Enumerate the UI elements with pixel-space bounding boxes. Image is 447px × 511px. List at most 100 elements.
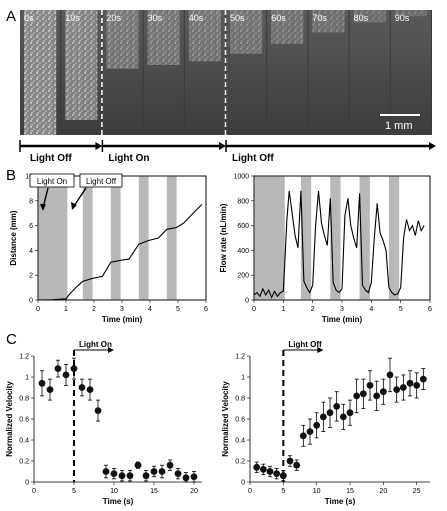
- x-tick-label: 25: [413, 488, 421, 495]
- frame-time-label: 70s: [312, 13, 327, 23]
- frame-tissue-5: [230, 10, 263, 54]
- data-point: [419, 375, 427, 383]
- y-tick-label: 0.2: [235, 459, 245, 466]
- x-axis-title: Time (s): [103, 497, 134, 506]
- x-tick-label: 10: [110, 488, 118, 495]
- x-tick-label: 5: [176, 306, 180, 313]
- y-tick-label: 1: [241, 375, 245, 382]
- frame-time-label: 50s: [230, 13, 245, 23]
- plot-frame-top: [253, 175, 431, 301]
- y-tick-label: 0: [25, 480, 29, 487]
- data-point: [333, 403, 341, 410]
- data-point: [373, 392, 381, 400]
- panel-a-label: A: [6, 8, 16, 25]
- panel-b-label: B: [6, 167, 16, 184]
- data-point: [366, 382, 374, 389]
- y-tick-label: 1000: [233, 174, 249, 181]
- phase-label: Light Off: [232, 153, 274, 164]
- frame-tissue-1: [65, 10, 98, 120]
- event-label: Light Off: [288, 340, 322, 349]
- x-tick-label: 6: [204, 306, 208, 313]
- data-point: [54, 365, 62, 372]
- x-tick-label: 6: [428, 306, 432, 313]
- flow-rate-chart: 0 1 2 3 4 5 6 0 200 400 600 800 1000 Time (min) Flow r…: [219, 174, 432, 325]
- y-tick-label: 0.8: [235, 396, 245, 403]
- y-axis-title: Flow rate (nL/min): [219, 203, 228, 272]
- x-tick-label: 20: [190, 488, 198, 495]
- frame-time-label: 80s: [354, 13, 369, 23]
- data-point: [78, 384, 86, 391]
- frame-time-label: 60s: [271, 13, 286, 23]
- x-tick-label: 5: [399, 306, 403, 313]
- y-tick-label: 10: [25, 174, 33, 181]
- y-axis-title: Distance (mm): [9, 210, 18, 265]
- light-off-band: [388, 176, 400, 300]
- flow-rate-series: [253, 190, 425, 299]
- data-point: [319, 413, 327, 421]
- frame-tissue-8: [353, 10, 386, 23]
- frame-time-label: 10s: [65, 13, 80, 23]
- y-tick-label: 0.4: [235, 438, 245, 445]
- frame-tissue-2: [106, 10, 139, 69]
- light-off-band: [254, 176, 285, 300]
- data-point: [166, 461, 174, 469]
- data-point: [174, 470, 182, 477]
- data-point: [190, 473, 198, 481]
- frame-tissue-6: [271, 10, 304, 44]
- frame-time-label: 30s: [148, 13, 163, 23]
- data-point: [286, 457, 294, 465]
- x-tick-label: 5: [72, 488, 76, 495]
- x-tick-label: 0: [32, 488, 36, 495]
- light-off-band: [38, 176, 68, 300]
- data-point: [134, 461, 142, 469]
- data-point: [182, 474, 190, 482]
- distance-chart: 0 1 2 3 4 5 6 0 2 4 6 8 10 Time (min) Distance (mm) Lig…: [9, 174, 208, 325]
- y-tick-label: 1.2: [19, 354, 29, 361]
- frame-8: [349, 10, 390, 135]
- x-tick-label: 2: [311, 306, 315, 313]
- x-tick-label: 20: [379, 488, 387, 495]
- data-point: [253, 463, 261, 471]
- y-tick-label: 0.4: [19, 438, 29, 445]
- data-point: [299, 432, 307, 440]
- y-axis-title: Normalized Velocity: [5, 381, 14, 457]
- callout-light-on: Light On: [37, 177, 67, 186]
- light-off-band: [82, 176, 93, 300]
- frame-tissue-9: [394, 10, 427, 17]
- data-point: [94, 407, 102, 414]
- callout-arrow: [73, 187, 87, 207]
- data-point: [110, 470, 118, 477]
- y-tick-label: 0.8: [19, 396, 29, 403]
- x-axis-title: Time (min): [102, 315, 143, 324]
- y-tick-label: 4: [29, 248, 33, 255]
- x-tick-label: 2: [92, 306, 96, 313]
- x-tick-label: 10: [313, 488, 321, 495]
- callout-box-light-off: [79, 173, 123, 188]
- data-point: [279, 472, 287, 480]
- x-tick-label: 1: [281, 306, 285, 313]
- data-point: [38, 379, 46, 387]
- phase-label: Light On: [108, 153, 149, 164]
- x-axis-title: Time (s): [325, 497, 356, 506]
- data-point: [70, 365, 78, 372]
- frame-tissue-3: [147, 10, 180, 65]
- y-tick-label: 0.6: [235, 417, 245, 424]
- data-point: [406, 379, 414, 387]
- x-tick-label: 0: [36, 306, 40, 313]
- data-point: [393, 386, 401, 393]
- y-tick-label: 1: [25, 375, 29, 382]
- panel-a-phase-bar: Light Off Light On Light Off: [19, 140, 436, 164]
- frame-time-label: 20s: [106, 13, 121, 23]
- data-point: [293, 461, 301, 469]
- frame-tissue-7: [312, 10, 345, 33]
- panel-a-frames: 0s 10s 20s 30s 40s 50s 60s 70s 80s 90s 1 mm: [20, 10, 432, 147]
- data-point: [379, 388, 387, 396]
- y-tick-label: 1.2: [235, 354, 245, 361]
- frame-time-label: 0s: [24, 13, 34, 23]
- phase-arrow-head: [429, 142, 436, 150]
- x-tick-label: 0: [252, 306, 256, 313]
- frame-9: [390, 10, 431, 135]
- velocity-light-off-chart: 0 5 10 15 20 25 0 0.2 0.4 0.6 0.8 1 1.2 Time (s) Norma…: [221, 340, 430, 506]
- x-axis-title: Time (min): [322, 315, 363, 324]
- data-point: [142, 472, 150, 480]
